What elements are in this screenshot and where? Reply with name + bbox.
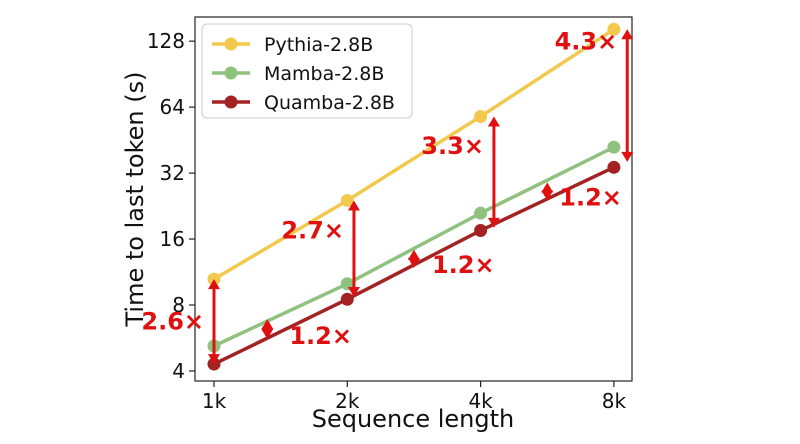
speedup-label: 1.2× — [289, 322, 352, 350]
arrow-head-down — [621, 151, 634, 162]
arrow-head-down — [347, 287, 360, 298]
arrow-head-down — [541, 190, 554, 201]
y-tick-label: 4 — [172, 359, 185, 383]
x-tick-label: 8k — [602, 389, 627, 413]
x-axis: 1k 2k 4k 8k — [202, 381, 627, 413]
y-axis-title: Time to last token (s) — [121, 72, 149, 328]
x-tick-label: 4k — [468, 389, 493, 413]
arrow-head-up — [541, 182, 554, 193]
arrow-head-down — [208, 354, 220, 365]
arrow-head-up — [487, 116, 500, 127]
legend: Pythia-2.8B Mamba-2.8B Quamba-2.8B — [201, 23, 413, 119]
y-axis: 4 8 16 32 64 128 — [147, 29, 195, 383]
series-line-0 — [213, 27, 615, 281]
speedup-annotation: 3.3× — [421, 116, 500, 228]
arrow-head-up — [407, 249, 420, 260]
y-tick-label: 32 — [160, 161, 185, 185]
data-point — [607, 160, 621, 174]
arrow-head-up — [621, 29, 634, 40]
y-tick-label: 64 — [160, 95, 185, 119]
speedup-annotation: 4.3× — [555, 27, 634, 162]
x-tick-label: 2k — [335, 389, 360, 413]
arrow-head-up — [261, 319, 274, 330]
series-line-1 — [213, 145, 615, 348]
legend-box — [201, 23, 413, 119]
y-tick-label: 16 — [160, 227, 185, 251]
x-tick-label: 1k — [202, 389, 227, 413]
data-point — [340, 277, 354, 291]
y-tick-label: 8 — [172, 293, 185, 317]
speedup-annotation: 2.6× — [141, 279, 220, 365]
y-tick-label: 128 — [147, 29, 185, 53]
speedup-annotation: 2.7× — [281, 200, 360, 298]
speedup-label: 2.7× — [281, 217, 344, 245]
legend-swatch-marker — [224, 37, 238, 51]
legend-swatch-marker — [224, 95, 238, 109]
arrow-head-up — [347, 200, 360, 211]
legend-label: Pythia-2.8B — [264, 34, 373, 56]
speedup-annotation: 1.2× — [261, 319, 352, 350]
speedup-annotation: 1.2× — [541, 182, 622, 211]
data-point — [340, 292, 354, 306]
legend-swatch-marker — [224, 66, 238, 80]
data-point — [607, 140, 621, 154]
data-point — [340, 193, 354, 207]
data-point — [474, 109, 488, 123]
speedup-label: 1.2× — [559, 183, 622, 211]
speedup-label: 3.3× — [421, 132, 484, 160]
arrow-head-down — [487, 217, 500, 228]
speedup-label: 2.6× — [141, 308, 204, 336]
legend-label: Quamba-2.8B — [264, 92, 395, 114]
legend-label: Mamba-2.8B — [264, 63, 384, 85]
plot-frame — [194, 16, 633, 382]
arrow-head-down — [261, 328, 274, 339]
x-axis-title: Sequence length — [312, 405, 515, 433]
arrow-head-up — [208, 279, 220, 290]
data-point — [607, 22, 621, 36]
data-point — [474, 224, 488, 238]
arrow-head-down — [407, 258, 420, 269]
annotation-layer: 2.6× 1.2× 2.7× 1.2× 3.3× 1.2× 4.3× — [141, 27, 634, 365]
speedup-label: 4.3× — [555, 27, 618, 55]
data-point — [474, 206, 488, 220]
speedup-label: 1.2× — [432, 251, 495, 279]
speedup-annotation: 1.2× — [407, 249, 495, 279]
